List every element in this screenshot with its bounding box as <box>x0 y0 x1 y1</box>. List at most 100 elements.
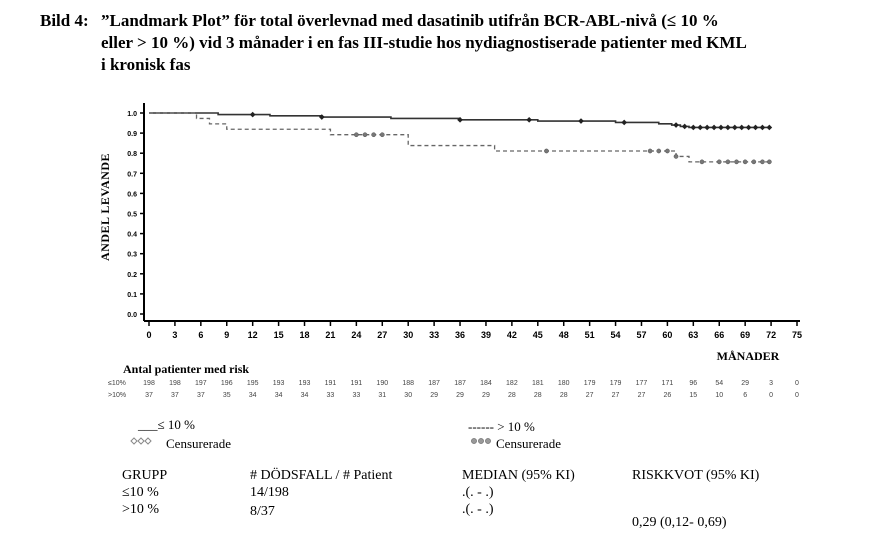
y-tick-label: 0.1 <box>127 292 137 299</box>
legend-circle-icon <box>471 438 477 444</box>
censor-mark <box>718 124 724 131</box>
legend-diamond-icon <box>130 437 138 445</box>
stats-header-deaths: # DÖDSFALL / # Patient <box>250 468 393 483</box>
risk-value: 179 <box>584 380 596 387</box>
x-tick-label: 60 <box>662 330 672 340</box>
risk-value: 29 <box>456 392 464 399</box>
risk-value: 197 <box>195 380 207 387</box>
x-tick-label: 48 <box>559 330 569 340</box>
stats-header-hazard: RISKKVOT (95% KI) <box>632 468 760 483</box>
x-tick-label: 36 <box>455 330 465 340</box>
series-line-1 <box>149 112 772 129</box>
risk-value: 193 <box>299 380 311 387</box>
x-tick-label: 15 <box>274 330 284 340</box>
risk-value: 29 <box>741 380 749 387</box>
censor-mark <box>665 148 670 154</box>
risk-value: 184 <box>480 380 492 387</box>
y-tick-label: 0.5 <box>127 212 137 219</box>
censor-mark <box>690 124 697 131</box>
risk-value: 28 <box>534 392 542 399</box>
risk-value: 179 <box>610 380 622 387</box>
risk-value: 3 <box>769 380 773 387</box>
x-tick-label: 18 <box>300 330 310 340</box>
risk-value: 30 <box>404 392 412 399</box>
risk-value: 193 <box>273 380 285 387</box>
risk-value: 6 <box>743 392 747 399</box>
figure-label: Bild 4: <box>40 11 89 30</box>
stats-row1-median: .(. - .) <box>462 485 494 500</box>
stats-row2-deaths: 8/37 <box>250 504 275 519</box>
stats-hazard-ratio: 0,29 (0,12- 0,69) <box>632 515 727 530</box>
risk-value: 27 <box>586 392 594 399</box>
risk-value: 182 <box>506 380 518 387</box>
risk-value: 29 <box>482 392 490 399</box>
risk-value: 187 <box>428 380 440 387</box>
stats-row2-group: >10 % <box>122 502 160 517</box>
x-tick-label: 42 <box>507 330 517 340</box>
risk-value: 195 <box>247 380 259 387</box>
x-tick-label: 33 <box>429 330 439 340</box>
x-tick-label: 39 <box>481 330 491 340</box>
censor-mark <box>249 111 256 118</box>
x-tick-label: 72 <box>766 330 776 340</box>
risk-value: 198 <box>143 380 155 387</box>
risk-table-title: Antal patienter med risk <box>123 362 249 376</box>
risk-value: 15 <box>689 392 697 399</box>
stats-row2-median: .(. - .) <box>462 502 494 517</box>
censor-mark <box>379 132 385 138</box>
caption-line-3: i kronisk fas <box>101 55 191 74</box>
x-tick-label: 3 <box>172 330 177 340</box>
legend-dashed-label: ------ > 10 % <box>468 419 535 434</box>
censor-mark <box>766 124 773 131</box>
y-tick-label: 0.7 <box>127 171 137 178</box>
y-tick-label: 0.3 <box>127 252 137 259</box>
risk-value: 177 <box>636 380 648 387</box>
risk-value: 191 <box>351 380 363 387</box>
x-tick-label: 6 <box>198 330 203 340</box>
censor-mark <box>745 124 752 131</box>
risk-value: 33 <box>327 392 335 399</box>
risk-value: 29 <box>430 392 438 399</box>
y-tick-label: 0.0 <box>127 312 137 319</box>
censor-mark <box>673 154 679 159</box>
censor-mark <box>738 124 745 131</box>
stats-header-group: GRUPP <box>122 468 168 483</box>
risk-value: 181 <box>532 380 544 387</box>
risk-value: 0 <box>795 380 799 387</box>
x-axis-title: MÅNADER <box>717 349 780 363</box>
legend-circle-icon <box>478 438 484 444</box>
caption-line-2: eller > 10 %) vid 3 månader i en fas III… <box>101 33 747 52</box>
y-tick-label: 0.6 <box>127 191 137 198</box>
censor-mark <box>697 124 704 131</box>
risk-row-label: ≤10% <box>108 380 126 387</box>
risk-value: 28 <box>560 392 568 399</box>
censor-mark <box>759 124 766 131</box>
risk-value: 191 <box>325 380 337 387</box>
x-tick-label: 45 <box>533 330 543 340</box>
censor-mark <box>354 132 359 138</box>
risk-value: 28 <box>508 392 516 399</box>
censor-mark <box>578 118 584 124</box>
risk-value: 27 <box>612 392 620 399</box>
stats-row1-deaths: 14/198 <box>250 485 289 500</box>
risk-value: 188 <box>402 380 414 387</box>
x-tick-label: 27 <box>377 330 387 340</box>
legend-circle-icon <box>485 438 491 444</box>
censor-mark <box>656 148 662 154</box>
x-tick-label: 9 <box>224 330 229 340</box>
y-tick-label: 0.9 <box>127 131 137 138</box>
risk-value: 10 <box>715 392 723 399</box>
risk-row-label: >10% <box>108 392 126 399</box>
legend-diamond-icon <box>144 437 152 445</box>
risk-value: 96 <box>689 380 697 387</box>
x-tick-label: 0 <box>146 330 151 340</box>
y-tick-label: 0.4 <box>127 232 137 239</box>
series-line-2 <box>149 112 772 163</box>
stats-row1-group: ≤10 % <box>122 485 159 500</box>
censor-mark <box>711 124 717 131</box>
x-tick-label: 21 <box>325 330 335 340</box>
risk-value: 180 <box>558 380 570 387</box>
risk-value: 187 <box>454 380 466 387</box>
risk-value: 0 <box>769 392 773 399</box>
risk-value: 37 <box>171 392 179 399</box>
